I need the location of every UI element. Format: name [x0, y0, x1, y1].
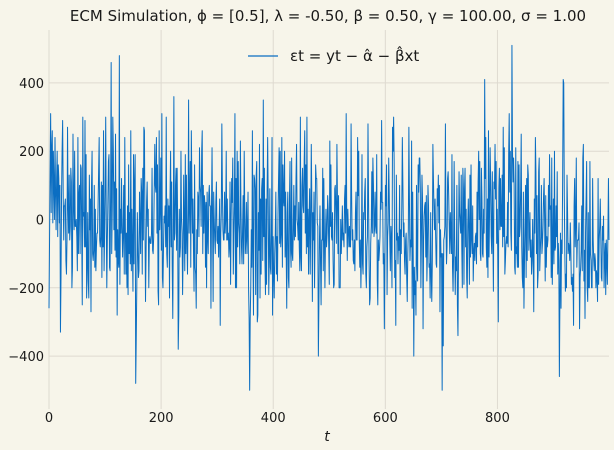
y-tick-label: −400	[8, 350, 44, 365]
y-tick-label: 400	[19, 77, 44, 92]
tick-labels: −400 −200 0 200 400 0 200 400 600 800	[8, 77, 510, 426]
x-axis-label: t	[324, 429, 330, 445]
legend: εt = yt − α̂ − β̂xt	[248, 45, 419, 65]
y-tick-label: 0	[36, 214, 44, 229]
x-tick-label: 200	[149, 411, 174, 426]
chart-title: ECM Simulation, ϕ = [0.5], λ = -0.50, β …	[70, 7, 586, 25]
y-tick-label: 200	[19, 145, 44, 160]
series-line	[48, 44, 610, 391]
legend-label: εt = yt − α̂ − β̂xt	[290, 45, 419, 65]
y-tick-label: −200	[8, 282, 44, 297]
x-tick-label: 0	[45, 411, 53, 426]
series-layer	[48, 44, 610, 391]
x-tick-label: 800	[485, 411, 510, 426]
x-tick-label: 600	[373, 411, 398, 426]
x-tick-label: 400	[261, 411, 286, 426]
